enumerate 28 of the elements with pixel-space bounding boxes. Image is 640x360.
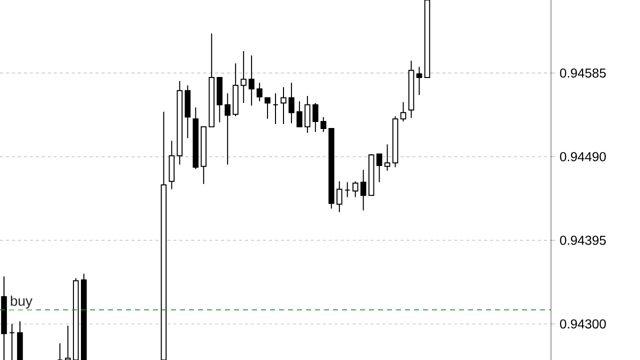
candlestick	[224, 92, 230, 166]
candlestick	[248, 54, 254, 106]
candlestick	[312, 102, 318, 133]
y-tick-label: 0.94395	[560, 236, 606, 245]
y-tick-label: 0.94300	[560, 319, 606, 328]
candlestick	[376, 154, 382, 183]
candlestick	[256, 82, 262, 102]
candlestick	[272, 92, 278, 125]
y-tick-label: 0.94490	[560, 152, 606, 162]
candlestick	[64, 325, 71, 360]
candlestick	[416, 66, 422, 96]
candlestick	[320, 116, 326, 133]
candlestick	[9, 323, 15, 360]
candlestick	[360, 169, 366, 211]
candlestick	[336, 180, 342, 213]
ref-line-label: buy	[10, 296, 32, 309]
candlestick	[240, 50, 246, 104]
candlestick	[264, 97, 270, 120]
candlestick	[296, 100, 302, 128]
candlestick	[352, 180, 358, 198]
candlestick	[400, 102, 406, 122]
y-tick-label: 0.94585	[560, 68, 606, 78]
candlestick	[56, 342, 63, 360]
candlestick	[304, 95, 310, 134]
candlestick	[344, 182, 350, 198]
candlestick	[280, 86, 286, 125]
candlestick	[384, 144, 390, 172]
candlestick	[288, 82, 294, 124]
